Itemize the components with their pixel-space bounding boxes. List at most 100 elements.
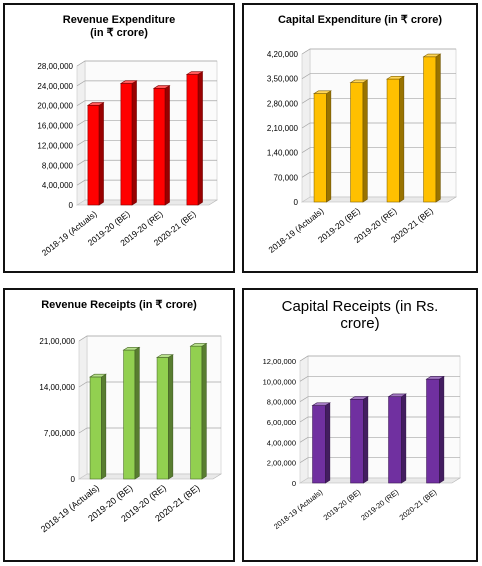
chart-title: Capital Expenditure (in ₹ crore) <box>277 14 443 26</box>
bar-front <box>156 357 169 480</box>
x-tick-label: 2018-19 (Actuals) <box>266 206 325 255</box>
bar-side <box>399 75 405 203</box>
y-tick-label: 2,80,000 <box>267 99 299 108</box>
gridline <box>299 436 460 443</box>
y-tick-label: 21,00,000 <box>39 337 75 346</box>
x-tick-label: 2019-20 (BE) <box>322 487 363 522</box>
chart-svg: 0 7,00,000 14,00,000 21,00,000 2018-19 (Actu… <box>39 335 223 535</box>
chart-svg: 0 70,000 1,40,000 2,10,000 2,80,000 3,50,000 4… <box>266 48 458 255</box>
bar-side <box>439 375 445 484</box>
gridline <box>299 396 460 402</box>
x-tick-label: 2018-19 (Actuals) <box>39 483 101 535</box>
bar-front <box>350 82 364 203</box>
bar-front <box>350 398 364 484</box>
gridline <box>76 60 217 67</box>
bar-front <box>123 349 136 480</box>
bar-front <box>153 88 166 206</box>
bar-side <box>201 342 207 480</box>
bar-side <box>131 80 137 206</box>
bar <box>156 354 174 480</box>
bar-top <box>425 376 445 380</box>
bar-top <box>122 346 141 351</box>
bar-front <box>423 56 437 203</box>
bar <box>422 53 442 203</box>
y-tick-label: 12,00,000 <box>37 141 73 150</box>
bar-side <box>197 71 203 206</box>
bar-front <box>426 378 440 484</box>
x-tick-label: 2018-19 (Actuals) <box>272 487 325 531</box>
gridline <box>76 120 217 126</box>
bar-front <box>190 345 203 480</box>
gridline <box>299 355 460 362</box>
gridline <box>76 100 217 107</box>
chart-title: Revenue Expenditure (in ₹ crore) <box>62 14 176 39</box>
y-tick-label: 0 <box>294 198 299 207</box>
gridline <box>76 159 217 166</box>
bar-front <box>313 93 327 203</box>
gridline <box>301 171 456 178</box>
y-tick-label: 0 <box>71 475 76 484</box>
bar-top <box>86 102 105 106</box>
bar-top <box>387 393 407 398</box>
y-tick-label: 12,00,000 <box>263 357 296 366</box>
bar-front <box>89 376 102 480</box>
chart-title: Revenue Receipts (in ₹ crore) <box>41 299 197 311</box>
bar-side <box>134 346 140 480</box>
bar-top <box>156 354 174 358</box>
bar-top <box>312 90 332 94</box>
bar-front <box>87 105 100 206</box>
bar-side <box>101 373 107 480</box>
bar <box>425 375 445 484</box>
y-tick-label: 4,00,000 <box>42 181 74 190</box>
chart-panel-revenue-receipts: Revenue Receipts (in ₹ crore) 0 7,00,000 1… <box>3 288 235 562</box>
y-tick-label: 8,00,000 <box>42 161 74 170</box>
gridline <box>301 48 456 55</box>
y-tick-label: 7,00,000 <box>44 429 76 438</box>
bar-front <box>120 83 133 206</box>
bar-top <box>152 85 171 89</box>
chart-panel-capital-receipts: Capital Receipts (in Rs. crore) 0 2,00,00… <box>242 288 478 562</box>
y-tick-label: 2,10,000 <box>267 124 299 133</box>
bar-front <box>186 74 199 206</box>
bar-side <box>435 53 441 203</box>
bar-top <box>422 53 442 58</box>
y-tick-label: 0 <box>292 479 296 488</box>
bar-top <box>189 343 208 347</box>
y-tick-label: 24,00,000 <box>37 82 73 91</box>
bar-front <box>312 405 326 484</box>
bar-front <box>388 396 402 484</box>
plot-side-wall <box>78 335 88 480</box>
bar-front <box>386 78 400 203</box>
chart-svg: 0 4,00,000 8,00,000 12,00,000 16,00,000 20,00… <box>37 60 219 258</box>
bar <box>89 373 107 480</box>
gridline <box>299 416 460 423</box>
bar <box>312 90 332 203</box>
gridline <box>299 375 460 382</box>
bar <box>122 346 141 480</box>
bar-side <box>362 79 368 203</box>
x-tick-label: 2018-19 (Actuals) <box>40 209 99 258</box>
bar-side <box>325 402 331 484</box>
chart-panel-revenue-expenditure: Revenue Expenditure (in ₹ crore) 0 4,00,0… <box>3 3 235 273</box>
y-tick-label: 0 <box>69 201 74 210</box>
bar <box>86 102 105 206</box>
bar <box>385 75 405 203</box>
bar-top <box>349 79 369 83</box>
y-tick-label: 28,00,000 <box>37 62 73 71</box>
bar <box>349 395 369 484</box>
y-tick-label: 20,00,000 <box>37 102 73 111</box>
bar-top <box>185 71 204 75</box>
bar-top <box>311 402 331 406</box>
gridline <box>78 427 221 434</box>
bar <box>119 80 138 206</box>
gridline <box>76 179 217 186</box>
y-tick-label: 4,20,000 <box>267 50 299 59</box>
y-tick-label: 3,50,000 <box>267 75 299 84</box>
bar <box>311 402 331 484</box>
bar-side <box>168 354 174 480</box>
chart-panel-capital-expenditure: Capital Expenditure (in ₹ crore) 0 70,000… <box>242 3 478 273</box>
gridline <box>78 335 221 342</box>
y-tick-label: 10,00,000 <box>263 377 296 386</box>
bar-top <box>119 80 138 84</box>
y-tick-label: 70,000 <box>274 173 299 182</box>
